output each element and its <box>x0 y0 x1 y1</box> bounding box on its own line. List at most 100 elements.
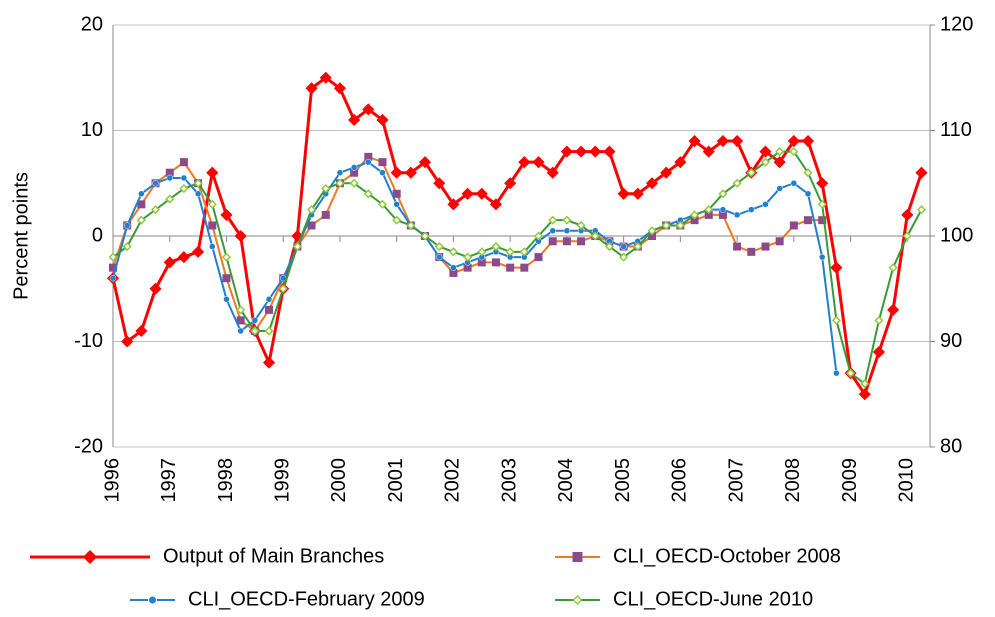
point <box>631 187 644 200</box>
y-axis-label: Percent points <box>10 172 32 300</box>
point <box>194 190 202 198</box>
point <box>109 263 117 272</box>
point <box>533 231 544 241</box>
point <box>251 317 259 324</box>
point <box>689 210 700 220</box>
point <box>789 221 798 230</box>
point <box>448 247 458 257</box>
point <box>860 379 870 389</box>
point <box>762 201 769 208</box>
point <box>450 264 457 271</box>
point <box>901 208 914 221</box>
point <box>207 199 217 209</box>
point <box>675 220 685 231</box>
point <box>872 345 885 359</box>
point <box>633 241 643 252</box>
point <box>179 183 189 194</box>
point <box>221 252 232 262</box>
series-line <box>112 155 823 333</box>
point <box>122 241 132 252</box>
point <box>731 134 744 148</box>
point <box>163 256 176 269</box>
point <box>121 335 134 348</box>
point <box>690 216 699 225</box>
point <box>435 253 443 261</box>
point <box>123 222 131 229</box>
point <box>603 145 616 158</box>
point <box>562 237 571 246</box>
point <box>222 274 231 283</box>
point <box>292 241 302 252</box>
point <box>135 324 148 338</box>
x-tick-label: 2004 <box>555 458 577 503</box>
point <box>379 169 386 176</box>
point <box>179 158 188 167</box>
point <box>804 216 813 225</box>
point <box>265 296 273 303</box>
point <box>392 215 402 225</box>
point <box>365 158 372 166</box>
point <box>180 174 188 182</box>
point <box>816 177 829 190</box>
point <box>475 187 488 200</box>
legend-marker <box>572 594 583 606</box>
point <box>420 231 430 241</box>
point <box>562 215 572 225</box>
point <box>265 305 274 314</box>
point <box>390 166 403 179</box>
point <box>108 252 118 262</box>
point <box>433 177 446 190</box>
point <box>590 231 600 241</box>
point <box>378 158 387 167</box>
x-tick-label: 1996 <box>101 458 123 503</box>
point <box>166 174 173 182</box>
point <box>902 231 912 241</box>
x-tick-label: 1999 <box>271 458 293 503</box>
point <box>350 168 359 177</box>
point <box>759 145 772 158</box>
point <box>619 252 629 262</box>
point <box>333 82 347 95</box>
point <box>463 252 473 262</box>
point <box>589 145 602 158</box>
point <box>719 206 727 213</box>
point <box>165 168 174 177</box>
point <box>321 210 330 219</box>
point <box>831 315 841 325</box>
point <box>404 166 417 179</box>
point <box>761 242 770 251</box>
legend-label: CLI_OECD-October 2008 <box>613 545 841 567</box>
series-line <box>112 150 923 386</box>
x-tick-label: 2001 <box>385 458 407 503</box>
point <box>491 241 501 252</box>
point <box>747 247 756 256</box>
legend-label: Output of Main Branches <box>163 545 384 567</box>
x-tick-label: 2009 <box>839 458 861 503</box>
point <box>434 241 444 252</box>
point <box>704 210 713 219</box>
point <box>376 113 389 127</box>
point <box>818 216 827 225</box>
point <box>776 185 783 192</box>
point <box>748 206 755 213</box>
point <box>418 156 432 169</box>
y-tick-label: 20 <box>81 13 103 35</box>
x-tick-label: 1998 <box>215 458 237 503</box>
point <box>789 147 799 157</box>
y2-tick-label: 90 <box>940 330 962 352</box>
x-tick-label: 1997 <box>158 458 180 503</box>
y2-tick-label: 120 <box>940 13 973 35</box>
point <box>377 199 388 209</box>
point <box>305 82 318 95</box>
point <box>362 103 375 116</box>
point <box>392 189 401 198</box>
point <box>804 190 812 198</box>
point <box>716 134 729 148</box>
point <box>364 152 373 161</box>
point <box>236 316 245 325</box>
point <box>830 261 843 274</box>
point <box>152 180 159 187</box>
point <box>801 134 815 148</box>
point <box>136 215 146 225</box>
point <box>504 177 517 190</box>
